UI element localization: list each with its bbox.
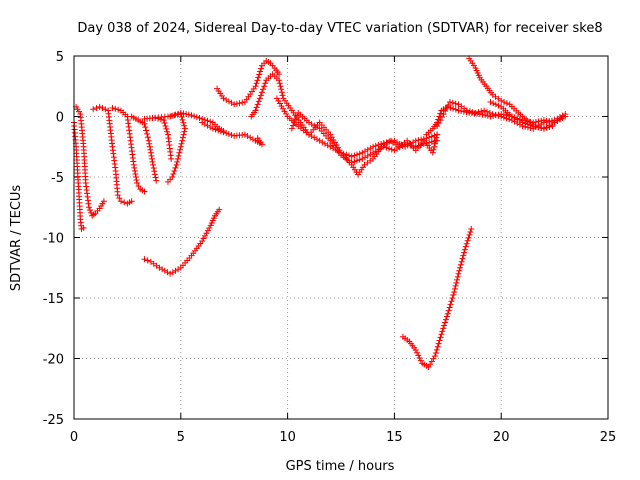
series-pass-n — [288, 109, 441, 166]
series-pass-f — [141, 114, 175, 162]
data-points — [487, 98, 569, 132]
y-tick-label: -15 — [43, 292, 64, 307]
chart-title: Day 038 of 2024, Sidereal Day-to-day VTE… — [77, 21, 602, 36]
data-points — [199, 119, 265, 148]
plot-frame — [73, 55, 609, 420]
series-pass-m — [273, 95, 441, 160]
series-pass-a — [71, 119, 87, 233]
series-pass-d — [109, 105, 148, 195]
data-points — [273, 95, 441, 160]
series-pass-h — [167, 109, 227, 135]
data-points — [288, 109, 441, 166]
y-tick-label: -10 — [43, 232, 64, 247]
data-points — [141, 206, 223, 277]
data-points — [141, 114, 175, 162]
data-points — [73, 103, 107, 219]
y-axis-label: SDTVAR / TECUs — [9, 185, 24, 292]
y-tick-label: 0 — [56, 111, 64, 126]
data-series — [71, 55, 569, 370]
data-points — [128, 113, 160, 184]
data-points — [248, 71, 441, 178]
data-points — [214, 57, 283, 108]
series-pass-e — [128, 113, 160, 184]
x-tick-label: 25 — [600, 430, 617, 445]
x-tick-label: 10 — [279, 430, 296, 445]
series-pass-i — [199, 119, 265, 148]
series-pass-j — [141, 206, 223, 277]
y-tick-label: -25 — [43, 413, 64, 428]
series-pass-r — [487, 98, 569, 132]
x-tick-label: 15 — [386, 430, 403, 445]
series-pass-l — [248, 71, 441, 178]
series-pass-s — [399, 226, 475, 370]
y-tick-label: 5 — [56, 50, 64, 65]
data-points — [90, 103, 135, 207]
x-tick-label: 0 — [70, 430, 78, 445]
data-points — [167, 109, 227, 135]
y-tick-label: -20 — [43, 353, 64, 368]
y-tick-label: -5 — [51, 171, 64, 186]
x-tick-label: 5 — [177, 430, 185, 445]
x-tick-label: 20 — [493, 430, 510, 445]
series-pass-b — [73, 103, 107, 219]
grid-lines — [74, 56, 608, 419]
series-pass-k — [214, 57, 283, 108]
series-pass-c — [90, 103, 135, 207]
data-points — [399, 226, 475, 370]
data-points — [71, 119, 87, 233]
axis-ticks: 0 5 10 15 20 25 -25 -20 -15 -10 -5 0 5 — [43, 50, 617, 445]
x-axis-label: GPS time / hours — [286, 459, 395, 474]
data-points — [109, 105, 148, 195]
